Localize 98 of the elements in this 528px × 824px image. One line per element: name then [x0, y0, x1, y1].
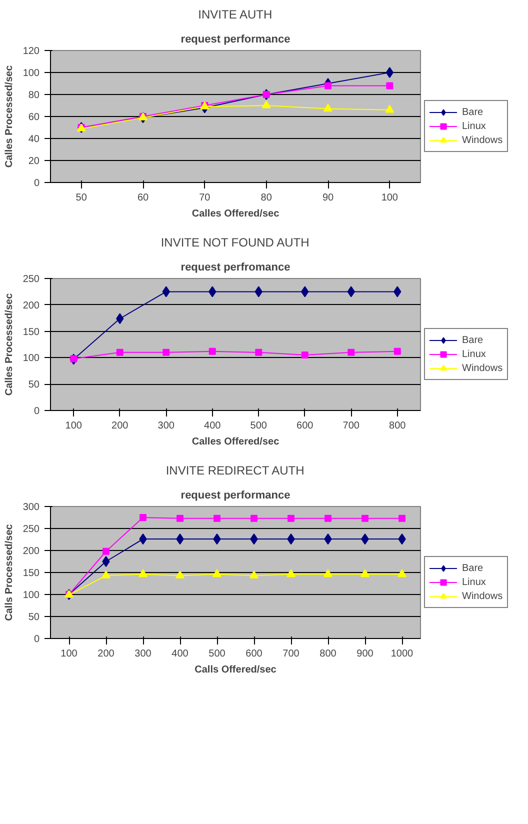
legend-label: Linux: [462, 348, 486, 361]
point: [324, 104, 332, 112]
y-tick-label: 0: [34, 178, 40, 189]
y-tick-label: 250: [22, 524, 40, 535]
x-tick-label: 100: [381, 192, 398, 204]
y-axis-title: Calls Processed/sec: [4, 524, 15, 621]
chart-title: INVITE AUTH: [198, 8, 272, 22]
point: [398, 514, 406, 522]
y-tick-label: 60: [28, 112, 40, 123]
x-tick-label: 400: [204, 420, 222, 432]
x-tick-label: 200: [112, 420, 129, 432]
point: [214, 514, 220, 522]
x-axis-title: Calles Offered/sec: [192, 436, 280, 448]
chart-subtitle: request performance: [180, 34, 290, 46]
x-tick-label: 500: [208, 648, 226, 660]
point: [116, 348, 124, 356]
point: [176, 570, 184, 578]
point: [138, 569, 148, 578]
y-tick-label: 120: [22, 46, 40, 57]
x-tick-label: 90: [322, 192, 334, 204]
x-axis-title: Calls Offered/sec: [194, 664, 277, 676]
point: [360, 569, 370, 578]
x-tick-label: 900: [356, 648, 374, 660]
y-tick-label: 40: [28, 134, 40, 145]
point: [288, 514, 294, 522]
point: [255, 348, 262, 356]
x-tick-label: 500: [250, 420, 268, 432]
x-tick-label: 100: [65, 420, 82, 432]
legend-label: Linux: [462, 120, 486, 133]
x-tick-label: 600: [296, 420, 314, 432]
point: [324, 514, 332, 522]
x-tick-label: 400: [172, 648, 189, 660]
point: [70, 355, 78, 362]
y-tick-label: 100: [22, 353, 40, 364]
x-tick-label: 200: [98, 648, 115, 660]
y-tick-label: 300: [22, 502, 40, 513]
y-tick-label: 250: [22, 274, 40, 285]
legend-label: Bare: [462, 562, 484, 575]
x-tick-label: 700: [282, 648, 300, 660]
point: [386, 67, 394, 78]
point: [250, 570, 258, 578]
y-tick-label: 0: [34, 634, 40, 645]
y-tick-label: 150: [22, 568, 40, 579]
x-tick-label: 100: [60, 648, 78, 660]
x-tick-label: 1000: [390, 648, 414, 660]
point: [386, 82, 394, 90]
x-tick-label: 800: [320, 648, 337, 660]
x-tick-label: 800: [389, 420, 406, 432]
y-tick-label: 200: [22, 300, 40, 312]
y-tick-label: 100: [22, 590, 40, 601]
chart-title: INVITE REDIRECT AUTH: [166, 464, 304, 478]
point: [250, 514, 258, 522]
legend-label: Linux: [462, 576, 486, 589]
point: [362, 514, 368, 522]
chart-title: INVITE NOT FOUND AUTH: [160, 236, 310, 250]
legend-label: Windows: [462, 362, 503, 375]
point: [102, 570, 110, 578]
point: [301, 352, 308, 359]
legend-label: Windows: [462, 134, 503, 147]
legend-label: Windows: [462, 590, 503, 603]
y-tick-label: 0: [34, 406, 40, 417]
chart-subtitle: request performance: [180, 490, 290, 502]
x-tick-label: 300: [134, 648, 152, 660]
point: [176, 514, 184, 522]
x-tick-label: 70: [199, 192, 211, 204]
point: [385, 104, 394, 113]
y-tick-label: 50: [28, 380, 40, 391]
point: [102, 556, 110, 567]
x-tick-label: 700: [342, 420, 360, 432]
point: [324, 569, 332, 578]
y-tick-label: 80: [28, 90, 40, 101]
legend-label: Bare: [462, 106, 484, 119]
point: [162, 348, 170, 356]
point: [348, 348, 355, 356]
x-tick-label: 600: [246, 648, 263, 660]
point: [394, 348, 401, 355]
x-tick-label: 60: [137, 192, 149, 204]
y-tick-label: 20: [28, 156, 40, 167]
point: [324, 82, 332, 90]
y-axis-title: Calles Processed/sec: [4, 64, 15, 168]
point: [398, 569, 406, 578]
point: [262, 100, 271, 108]
y-axis-title: Calles Processed/sec: [4, 292, 15, 396]
x-tick-label: 50: [76, 192, 88, 204]
y-tick-label: 150: [22, 326, 40, 338]
y-tick-label: 200: [22, 546, 40, 557]
y-tick-label: 100: [22, 68, 40, 79]
point: [208, 348, 216, 355]
point: [286, 569, 296, 578]
point: [102, 548, 110, 555]
y-tick-label: 50: [28, 612, 40, 623]
x-tick-label: 300: [158, 420, 175, 432]
x-tick-label: 80: [260, 192, 272, 204]
legend-label: Bare: [462, 334, 484, 347]
x-axis-title: Calles Offered/sec: [192, 208, 280, 220]
point: [212, 569, 222, 578]
chart-subtitle: request perfromance: [180, 262, 290, 274]
point: [140, 514, 146, 521]
